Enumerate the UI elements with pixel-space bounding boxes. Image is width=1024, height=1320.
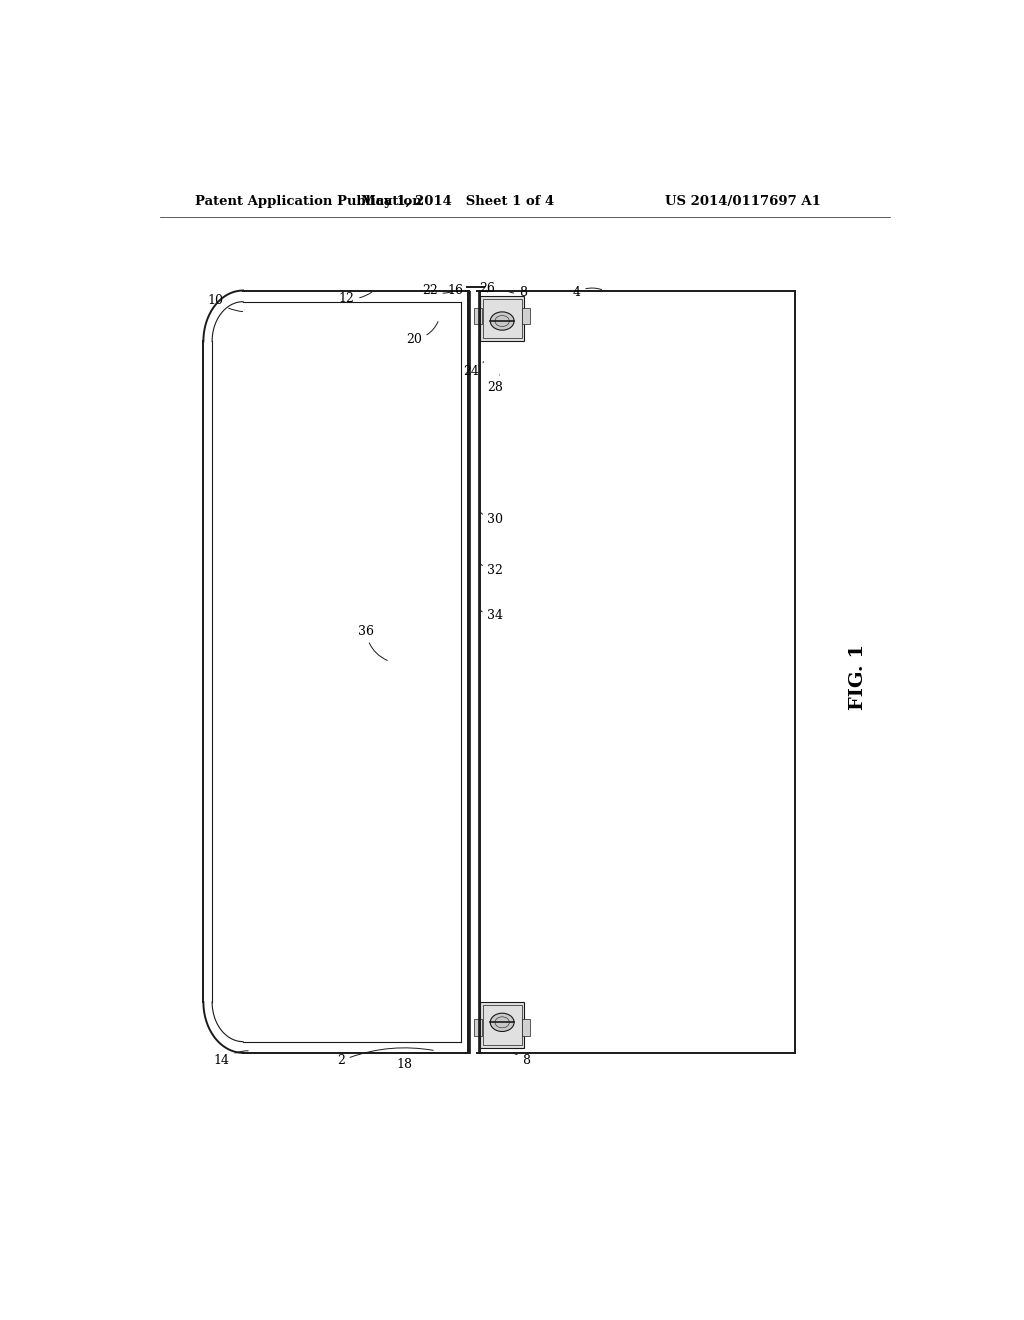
Text: 4: 4 xyxy=(572,286,601,300)
Text: 30: 30 xyxy=(479,511,504,525)
Ellipse shape xyxy=(490,312,514,330)
Text: 26: 26 xyxy=(479,282,495,294)
Text: 22: 22 xyxy=(422,284,454,297)
Text: 34: 34 xyxy=(480,610,504,622)
Text: Patent Application Publication: Patent Application Publication xyxy=(196,194,422,207)
Text: 8: 8 xyxy=(512,1053,530,1068)
Bar xyxy=(474,1019,482,1036)
Text: 12: 12 xyxy=(338,292,372,305)
Text: 10: 10 xyxy=(207,294,243,312)
Text: 36: 36 xyxy=(358,624,387,660)
Text: 16: 16 xyxy=(447,284,469,297)
Text: 2: 2 xyxy=(337,1048,433,1068)
Bar xyxy=(474,308,482,325)
Text: US 2014/0117697 A1: US 2014/0117697 A1 xyxy=(666,194,821,207)
Bar xyxy=(480,1002,524,1048)
Text: 20: 20 xyxy=(406,322,438,346)
Text: FIG. 1: FIG. 1 xyxy=(849,644,867,710)
Text: 28: 28 xyxy=(486,375,503,393)
Bar xyxy=(482,1005,521,1044)
Text: 32: 32 xyxy=(479,564,504,577)
Bar xyxy=(480,296,524,342)
Ellipse shape xyxy=(490,1014,514,1031)
Text: 24: 24 xyxy=(463,362,483,379)
Bar xyxy=(522,308,530,325)
Bar xyxy=(522,1019,530,1036)
Text: 8: 8 xyxy=(509,286,527,300)
Text: May 1, 2014   Sheet 1 of 4: May 1, 2014 Sheet 1 of 4 xyxy=(360,194,554,207)
Bar xyxy=(482,298,521,338)
Text: 14: 14 xyxy=(214,1051,248,1068)
Text: 18: 18 xyxy=(396,1057,413,1071)
